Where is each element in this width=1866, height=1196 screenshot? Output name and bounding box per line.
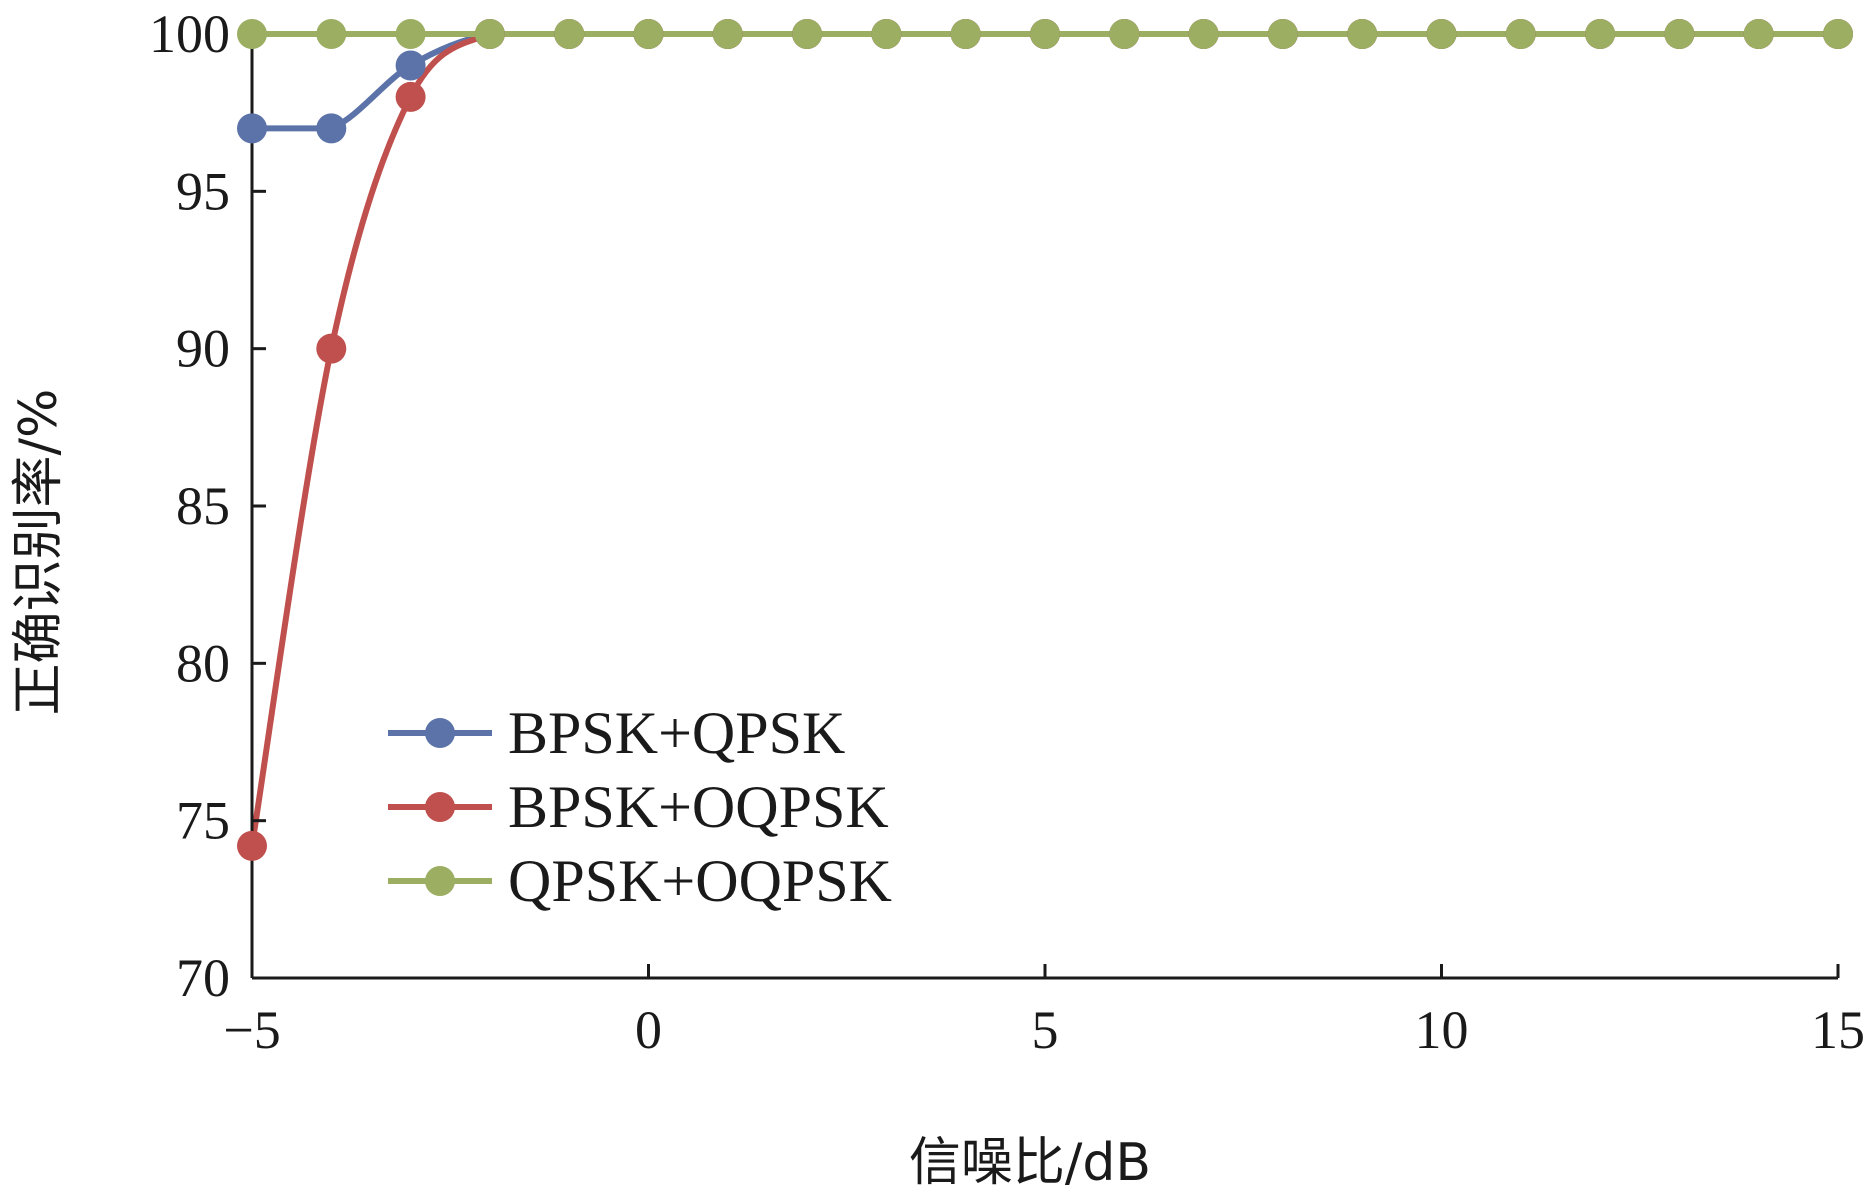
- data-point-qpsk-oqpsk: [1823, 19, 1853, 49]
- legend-label: BPSK+QPSK: [508, 700, 845, 766]
- data-point-qpsk-oqpsk: [474, 19, 505, 49]
- legend-item-bpsk-oqpsk: BPSK+OQPSK: [388, 774, 889, 840]
- data-point-qpsk-oqpsk: [1743, 19, 1774, 49]
- series-layer: [249, 30, 1841, 849]
- data-point-bpsk-qpsk: [237, 113, 267, 144]
- data-point-qpsk-oqpsk: [792, 19, 823, 49]
- x-tick-label: −5: [223, 1000, 280, 1060]
- data-point-qpsk-oqpsk: [1585, 19, 1616, 49]
- legend-marker: [425, 718, 455, 748]
- legend: BPSK+QPSK BPSK+OQPSK QPSK+OQPSK: [388, 700, 892, 914]
- y-tick-label: 90: [176, 319, 230, 379]
- data-point-qpsk-oqpsk: [1505, 19, 1536, 49]
- legend-item-qpsk-oqpsk: QPSK+OQPSK: [388, 848, 892, 914]
- legend-label: BPSK+OQPSK: [508, 774, 889, 840]
- y-tick-label: 85: [176, 476, 230, 536]
- legend-marker: [425, 792, 455, 822]
- data-point-bpsk-qpsk: [316, 113, 347, 144]
- legend-label: QPSK+OQPSK: [508, 848, 892, 914]
- data-point-qpsk-oqpsk: [712, 19, 743, 49]
- y-tick-label: 75: [176, 791, 230, 851]
- x-tick-label: 15: [1811, 1000, 1865, 1060]
- data-point-qpsk-oqpsk: [950, 19, 981, 49]
- data-point-qpsk-oqpsk: [871, 19, 902, 49]
- y-axis-title: 正确识别率/%: [9, 389, 69, 716]
- x-tick-label: 5: [1032, 1000, 1059, 1060]
- y-tick-label: 70: [176, 948, 230, 1008]
- y-tick-label: 80: [176, 633, 230, 693]
- data-point-qpsk-oqpsk: [1109, 19, 1140, 49]
- data-point-qpsk-oqpsk: [1347, 19, 1378, 49]
- data-point-bpsk-oqpsk: [316, 333, 347, 364]
- data-point-qpsk-oqpsk: [633, 19, 664, 49]
- data-point-qpsk-oqpsk: [1426, 19, 1457, 49]
- data-point-qpsk-oqpsk: [1188, 19, 1219, 49]
- data-point-bpsk-oqpsk: [395, 81, 426, 112]
- legend-item-bpsk-qpsk: BPSK+QPSK: [388, 700, 845, 766]
- data-point-bpsk-qpsk: [395, 50, 426, 81]
- x-axis-title: 信噪比/dB: [909, 1133, 1151, 1193]
- data-point-qpsk-oqpsk: [1267, 19, 1298, 49]
- data-point-bpsk-oqpsk: [237, 830, 267, 861]
- data-point-qpsk-oqpsk: [554, 19, 585, 49]
- markers-layer: [237, 19, 1853, 861]
- axes-layer: [250, 34, 1838, 980]
- y-tick-label: 100: [149, 4, 230, 64]
- y-tick-label: 95: [176, 161, 230, 221]
- data-point-qpsk-oqpsk: [316, 19, 347, 49]
- x-tick-label: 10: [1415, 1000, 1469, 1060]
- ticks-layer: 70 75 80 85 90 95 100 −5 0 5 10 15: [149, 4, 1865, 1060]
- legend-marker: [425, 866, 455, 896]
- series-line-bpsk-oqpsk: [249, 30, 1841, 849]
- data-point-qpsk-oqpsk: [395, 19, 426, 49]
- x-tick-label: 0: [635, 1000, 662, 1060]
- data-point-qpsk-oqpsk: [1664, 19, 1695, 49]
- data-point-qpsk-oqpsk: [237, 19, 267, 49]
- data-point-qpsk-oqpsk: [1030, 19, 1060, 49]
